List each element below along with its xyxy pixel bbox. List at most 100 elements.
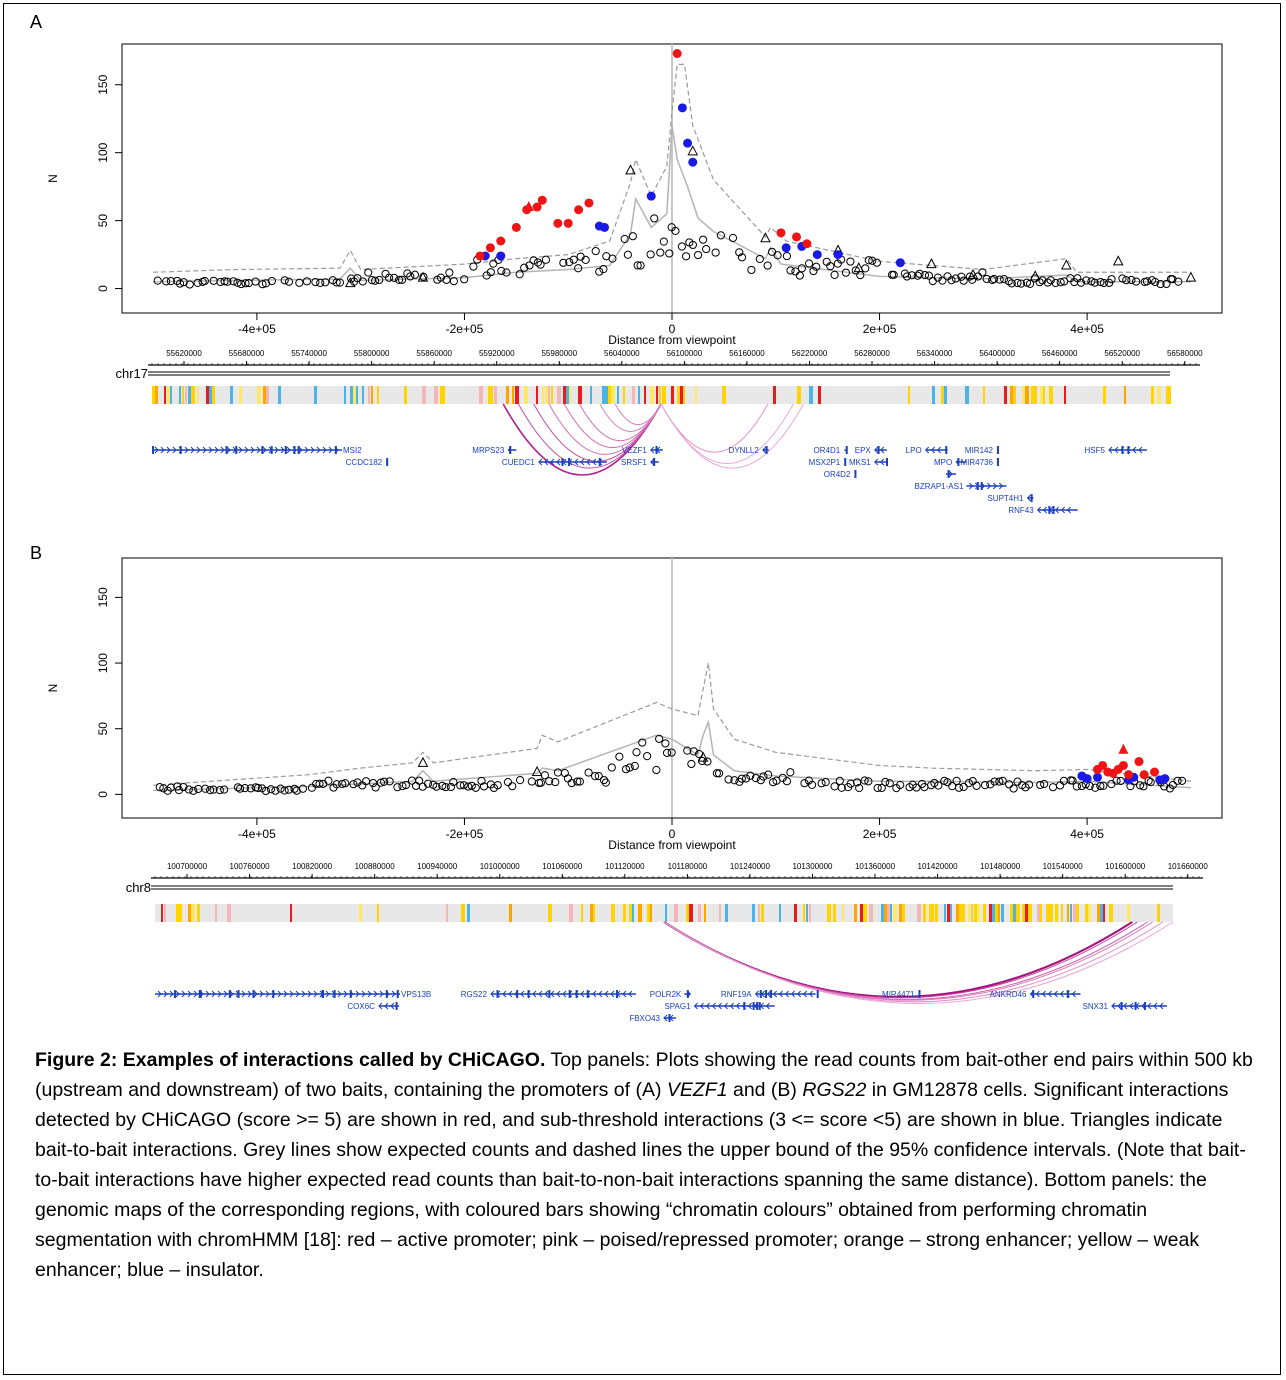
read-count-point	[237, 279, 246, 289]
read-count-point	[155, 783, 164, 792]
chromatin-state-segment	[887, 904, 891, 922]
gene-exon	[228, 990, 231, 998]
gene-strand-arrow	[277, 990, 282, 998]
gene-strand-arrow	[574, 458, 579, 466]
read-count-point	[446, 782, 456, 792]
read-count-point	[964, 779, 973, 788]
chromatin-state-segment	[188, 386, 191, 404]
read-count-point	[615, 752, 624, 761]
bait-to-bait-point	[1061, 259, 1072, 270]
chromatin-state-segment	[491, 386, 493, 404]
chromatin-state-segment	[959, 904, 963, 922]
significant-point	[537, 195, 547, 205]
gene-exon	[237, 990, 240, 998]
read-count-point	[1009, 784, 1018, 793]
bait-to-bait-point	[853, 262, 865, 273]
gene-strand-arrow	[790, 990, 795, 998]
gene-strand-arrow	[693, 1002, 698, 1010]
read-count-point	[527, 777, 536, 786]
chromatin-state-segment	[512, 386, 514, 404]
bait-to-bait-point	[697, 751, 709, 762]
chromatin-state-segment	[257, 386, 261, 404]
chromatin-state-segment	[1073, 904, 1077, 922]
gene-exon	[976, 482, 979, 490]
read-count-point	[650, 214, 659, 223]
read-count-point	[800, 779, 809, 788]
chromatin-state-segment	[992, 904, 996, 922]
gene-strand-arrow	[930, 446, 936, 454]
gene-exon	[333, 990, 336, 998]
gene-strand-arrow	[175, 990, 180, 998]
read-count-point	[215, 786, 224, 795]
read-count-point	[930, 778, 939, 788]
x-tick-label: 2e+05	[863, 827, 897, 841]
read-count-point	[441, 782, 450, 792]
gene-strand-arrow	[259, 990, 264, 998]
chromatin-state-segment	[557, 386, 561, 404]
read-count-point	[559, 258, 568, 267]
read-count-point	[959, 782, 968, 792]
gene-strand-arrow	[310, 446, 315, 454]
y-tick-label: 150	[96, 74, 110, 94]
chromatin-state-segment	[1043, 386, 1045, 404]
chromatin-state-segment	[170, 386, 172, 404]
gene-strand-arrow	[1036, 506, 1042, 514]
read-count-point	[460, 275, 469, 284]
read-count-point	[989, 274, 999, 284]
gene-strand-arrow	[193, 990, 198, 998]
gene-strand-arrow	[163, 990, 168, 998]
read-count-point	[332, 780, 341, 789]
gene-exon	[1121, 446, 1124, 454]
chromatin-state-segment	[629, 904, 632, 922]
gene-strand-arrow	[729, 1002, 734, 1010]
significant-point	[563, 218, 573, 228]
read-count-point	[332, 278, 341, 287]
chromatin-state-segment	[698, 904, 701, 922]
gene-strand-arrow	[208, 446, 213, 454]
chromatin-state-segment	[278, 386, 281, 404]
gene-strand-arrow	[289, 990, 294, 998]
chromatin-state-segment	[917, 904, 921, 922]
read-count-point	[830, 270, 839, 279]
gene-strand-arrow	[772, 990, 777, 998]
significant-bait-point	[1118, 743, 1129, 754]
gene-strand-arrow	[784, 990, 789, 998]
gene-exon	[945, 446, 948, 454]
gene-exon	[918, 990, 921, 998]
significant-point	[776, 228, 786, 238]
chromatin-state-segment	[443, 386, 445, 404]
chromatin-state-segment	[947, 904, 950, 922]
read-count-point	[338, 779, 347, 789]
gene-strand-arrow	[610, 990, 615, 998]
read-count-point	[1059, 776, 1069, 785]
read-count-point	[873, 783, 882, 793]
chromatin-state-segment	[974, 904, 977, 922]
chromatin-state-segment	[1097, 904, 1101, 922]
read-count-point	[693, 250, 703, 260]
gene-exon	[758, 1002, 761, 1010]
chromatin-state-segment	[371, 386, 373, 404]
read-count-point	[449, 777, 458, 787]
chromatin-state-segment	[1085, 904, 1088, 922]
chromatin-state-segment	[1034, 386, 1037, 404]
read-count-point	[711, 248, 720, 257]
genome-tick-label: 56520000	[1104, 349, 1140, 358]
upper-bound-line	[153, 63, 1191, 273]
gene-exon	[225, 446, 228, 454]
read-count-point	[665, 249, 674, 258]
chromatin-state-segment	[797, 386, 801, 404]
read-count-point	[560, 769, 569, 778]
read-count-point	[153, 276, 162, 285]
read-count-point	[573, 777, 582, 786]
panel-letter-a: A	[30, 12, 43, 32]
chromatin-state-segment	[191, 904, 195, 922]
gene-strand-arrow	[628, 990, 633, 998]
bait-to-bait-point	[760, 232, 771, 243]
read-count-point	[563, 774, 573, 783]
read-count-point	[782, 251, 792, 261]
read-count-point	[358, 277, 367, 286]
read-count-point	[1107, 780, 1116, 789]
gene-strand-arrow	[598, 990, 603, 998]
upper-bound-line	[153, 662, 1191, 786]
read-count-point	[493, 781, 502, 790]
